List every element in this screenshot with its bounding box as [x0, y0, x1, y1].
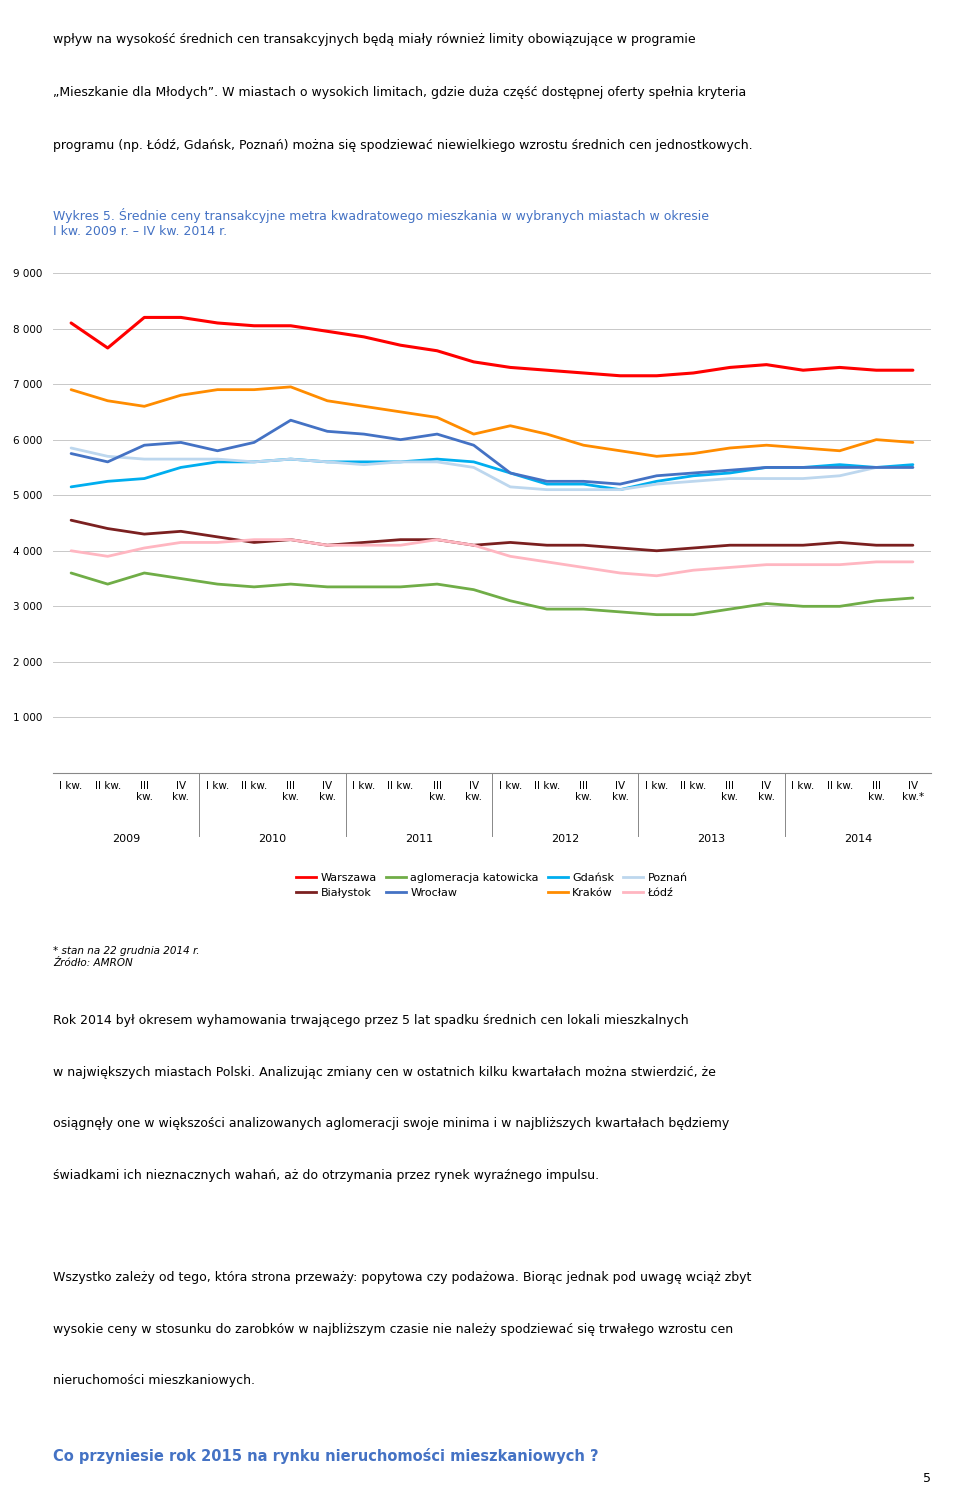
Text: Co przyniesie rok 2015 na rynku nieruchomości mieszkaniowych ?: Co przyniesie rok 2015 na rynku nierucho…: [53, 1448, 598, 1464]
Text: 2010: 2010: [258, 834, 286, 844]
Text: 2009: 2009: [112, 834, 140, 844]
Text: „Mieszkanie dla Młodych”. W miastach o wysokich limitach, gdzie duża część dostę: „Mieszkanie dla Młodych”. W miastach o w…: [53, 86, 746, 100]
Text: Wszystko zależy od tego, która strona przeważy: popytowa czy podażowa. Biorąc je: Wszystko zależy od tego, która strona pr…: [53, 1271, 751, 1285]
Text: Rok 2014 był okresem wyhamowania trwającego przez 5 lat spadku średnich cen loka: Rok 2014 był okresem wyhamowania trwając…: [53, 1015, 688, 1027]
Legend: Warszawa, Białystok, aglomeracja katowicka, Wrocław, Gdańsk, Kraków, Poznań, Łód: Warszawa, Białystok, aglomeracja katowic…: [292, 869, 692, 903]
Text: osiągnęły one w większości analizowanych aglomeracji swoje minima i w najbliższy: osiągnęły one w większości analizowanych…: [53, 1117, 729, 1129]
Text: 2011: 2011: [405, 834, 433, 844]
Text: Wykres 5. Średnie ceny transakcyjne metra kwadratowego mieszkania w wybranych mi: Wykres 5. Średnie ceny transakcyjne metr…: [53, 208, 708, 237]
Text: programu (np. Łódź, Gdańsk, Poznań) można się spodziewać niewielkiego wzrostu śr: programu (np. Łódź, Gdańsk, Poznań) możn…: [53, 139, 753, 152]
Text: wysokie ceny w stosunku do zarobków w najbliższym czasie nie należy spodziewać s: wysokie ceny w stosunku do zarobków w na…: [53, 1323, 732, 1336]
Text: 2013: 2013: [698, 834, 726, 844]
Text: w największych miastach Polski. Analizując zmiany cen w ostatnich kilku kwartała: w największych miastach Polski. Analizuj…: [53, 1066, 715, 1078]
Text: 2014: 2014: [844, 834, 872, 844]
Text: 2012: 2012: [551, 834, 579, 844]
Text: świadkami ich nieznacznych wahań, aż do otrzymania przez rynek wyraźnego impulsu: świadkami ich nieznacznych wahań, aż do …: [53, 1169, 599, 1182]
Text: nieruchomości mieszkaniowych.: nieruchomości mieszkaniowych.: [53, 1374, 254, 1387]
Text: 5: 5: [924, 1472, 931, 1485]
Text: wpływ na wysokość średnich cen transakcyjnych będą miały również limity obowiązu: wpływ na wysokość średnich cen transakcy…: [53, 33, 695, 47]
Text: * stan na 22 grudnia 2014 r.
Źródło: AMRON: * stan na 22 grudnia 2014 r. Źródło: AMR…: [53, 947, 200, 968]
